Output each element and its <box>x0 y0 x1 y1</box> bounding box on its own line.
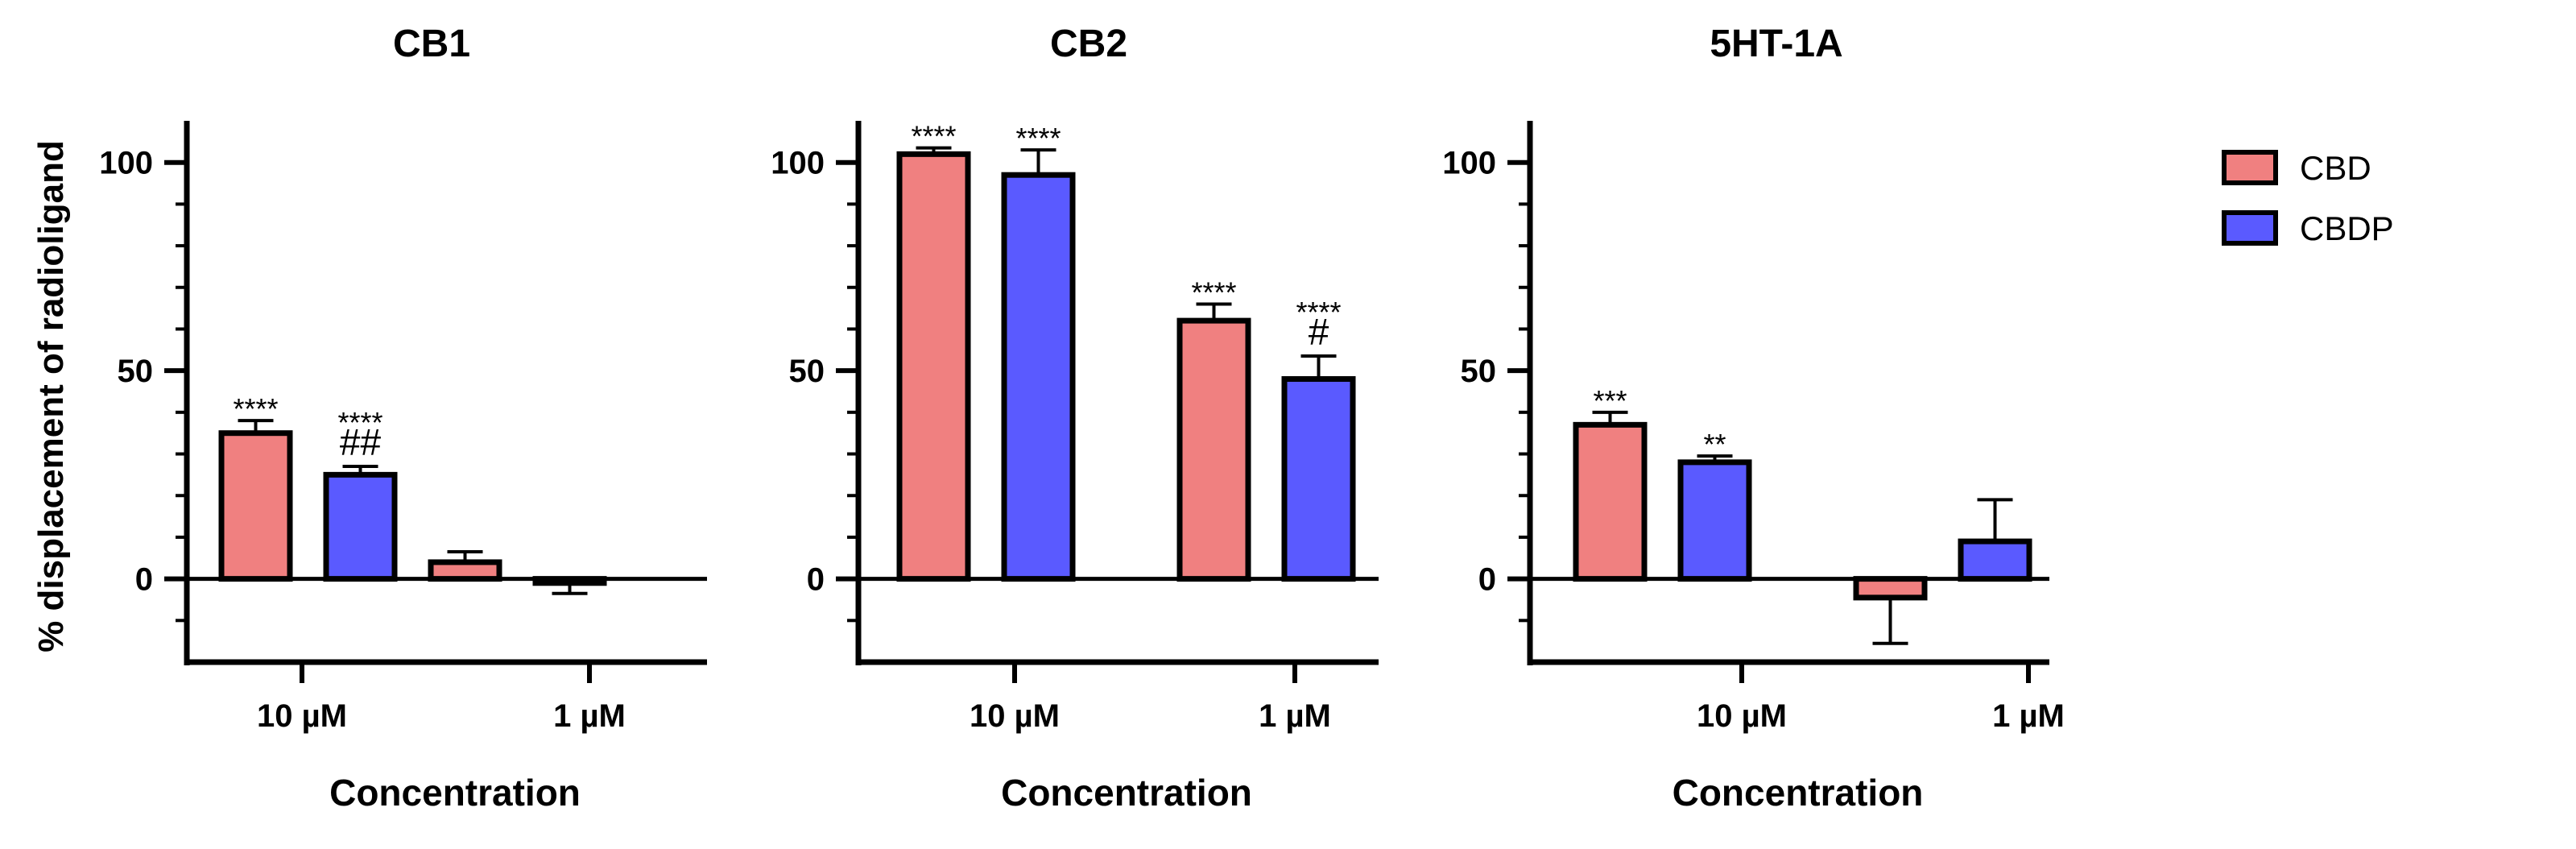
bar-cbd-1um <box>1853 576 1928 601</box>
legend-label-cbd: CBD <box>2300 149 2371 187</box>
y-axis-label: % displacement of radioligand <box>31 140 71 652</box>
significance-label: **** <box>337 406 382 439</box>
significance-label: ** <box>1703 428 1726 461</box>
panel-title-5ht1a: 5HT-1A <box>1710 23 1842 65</box>
x-tick-label: 10 µM <box>257 698 347 734</box>
panel-title-cb2: CB2 <box>1050 23 1127 65</box>
x-tick-label: 1 µM <box>1992 698 2065 734</box>
bar-cbd-10um <box>1573 421 1648 582</box>
x-axis-label: Concentration <box>329 772 581 814</box>
panel-cb2: CB2 0 50 100 10 µM 1 µM Concentration **** **** *… <box>771 23 1379 814</box>
bar-cbd-1um <box>1176 317 1251 582</box>
y-tick-label: 50 <box>1461 354 1497 389</box>
bar-cbd-10um <box>218 430 293 582</box>
significance-label: **** <box>233 392 278 425</box>
hash-label: ## <box>340 421 382 463</box>
x-tick-label: 10 µM <box>1697 698 1787 734</box>
bar-cbdp-10um <box>1677 459 1752 582</box>
y-tick-label: 0 <box>1478 562 1496 598</box>
x-tick-label: 1 µM <box>553 698 626 734</box>
significance-label: **** <box>1296 296 1341 329</box>
y-tick-label: 0 <box>807 562 825 598</box>
significance-label: **** <box>1015 122 1061 155</box>
y-tick-label: 100 <box>99 146 153 181</box>
legend: CBD CBDP <box>2222 149 2394 247</box>
x-tick-label: 10 µM <box>970 698 1060 734</box>
hash-label: # <box>1309 311 1329 353</box>
bar-cbdp-10um <box>323 471 398 582</box>
legend-label-cbdp: CBDP <box>2300 209 2394 247</box>
bar-cbdp-1um <box>1281 375 1356 582</box>
significance-label: *** <box>1593 384 1627 417</box>
bar-cbdp-10um <box>1001 172 1076 582</box>
legend-swatch-cbd <box>2222 150 2278 185</box>
y-tick-label: 50 <box>118 354 154 389</box>
x-tick-label: 1 µM <box>1259 698 1331 734</box>
bar-cbd-1um <box>428 559 502 582</box>
bar-cbd-10um <box>896 151 971 582</box>
legend-swatch-cbdp <box>2222 210 2278 246</box>
y-tick-label: 50 <box>789 354 825 389</box>
y-tick-label: 0 <box>135 562 153 598</box>
panel-title-cb1: CB1 <box>393 23 470 65</box>
y-tick-label: 100 <box>771 146 825 181</box>
x-axis-label: Concentration <box>1673 772 1924 814</box>
bar-cbdp-1um <box>1958 538 2032 582</box>
x-axis-label: Concentration <box>1001 772 1252 814</box>
significance-label: **** <box>911 120 956 153</box>
y-tick-label: 100 <box>1442 146 1496 181</box>
significance-label: **** <box>1191 275 1236 309</box>
bar-cbdp-1um <box>532 576 607 586</box>
